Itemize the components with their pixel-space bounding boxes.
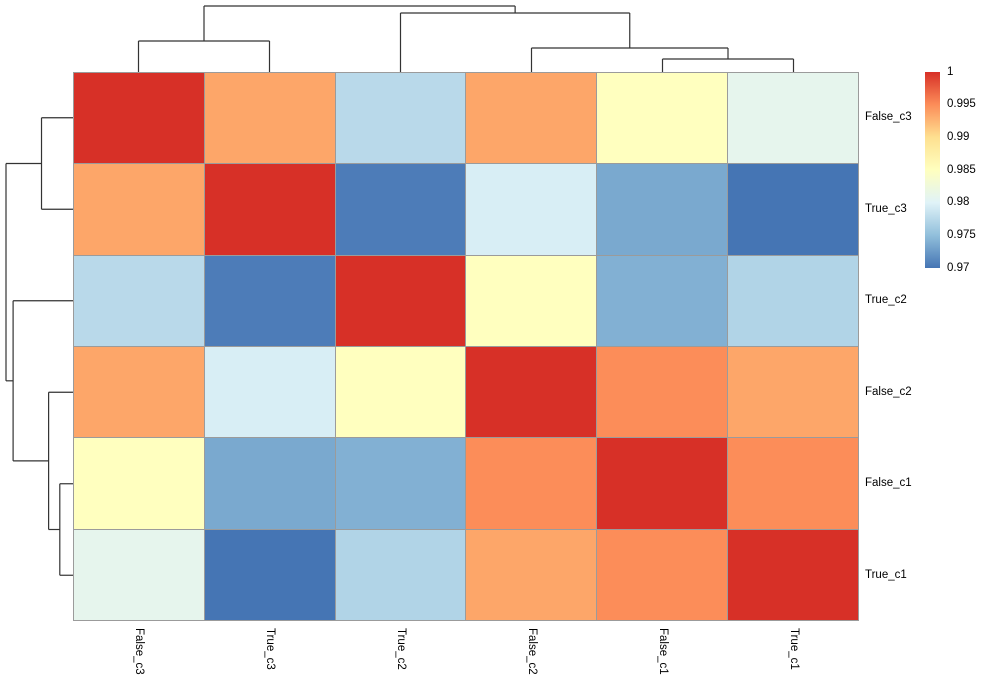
heatmap-cell [204,438,335,529]
heatmap-cell [204,529,335,620]
column-label: True_c1 [788,628,800,670]
colorbar-tick-label: 0.995 [947,98,976,111]
heatmap-cell [597,347,728,438]
colorbar-tick-label: 0.97 [947,261,970,274]
heatmap-cell [335,438,466,529]
row-label: True_c3 [865,202,907,215]
heatmap-cell [466,347,597,438]
colorbar-tick-label: 0.99 [947,130,970,143]
heatmap-cell [728,529,858,620]
heatmap-cell [728,164,858,255]
column-label: False_c1 [657,628,669,675]
colorbar-tick-label: 0.985 [947,163,976,176]
heatmap-cell [728,255,858,346]
heatmap-cell [335,529,466,620]
heatmap-cell [597,438,728,529]
heatmap-cell [466,529,597,620]
heatmap-cell [204,164,335,255]
heatmap-cell [74,347,204,438]
heatmap-cell [597,529,728,620]
heatmap-cell [466,255,597,346]
row-label: False_c3 [865,111,912,124]
heatmap-cell [335,73,466,164]
column-label: True_c2 [395,628,407,670]
heatmap-cell [74,438,204,529]
heatmap-cell [335,347,466,438]
heatmap-cell [466,73,597,164]
colorbar-tick-label: 0.975 [947,228,976,241]
heatmap-cell [597,73,728,164]
column-label: True_c3 [264,628,276,670]
heatmap-cell [335,164,466,255]
heatmap-cell [204,73,335,164]
heatmap-cell [728,438,858,529]
heatmap-cell [728,73,858,164]
heatmap-cell [74,73,204,164]
heatmap-cell [335,255,466,346]
heatmap-cell [466,164,597,255]
heatmap-cell [204,255,335,346]
heatmap-cell [597,164,728,255]
row-label: False_c2 [865,385,912,398]
heatmap-grid [73,72,859,621]
column-label: False_c3 [133,628,145,675]
heatmap-cell [74,255,204,346]
heatmap-cell [74,164,204,255]
heatmap-cell [74,529,204,620]
row-label: True_c2 [865,294,907,307]
column-dendrogram [137,5,795,72]
heatmap-cell [466,438,597,529]
heatmap-cell [204,347,335,438]
heatmap-cell [597,255,728,346]
column-label: False_c2 [526,628,538,675]
row-label: False_c1 [865,477,912,490]
colorbar-tick-label: 1 [947,65,954,78]
colorbar-tick-label: 0.98 [947,196,970,209]
row-label: True_c1 [865,568,907,581]
colorbar [925,72,940,268]
heatmap-cell [728,347,858,438]
row-dendrogram [5,117,73,576]
